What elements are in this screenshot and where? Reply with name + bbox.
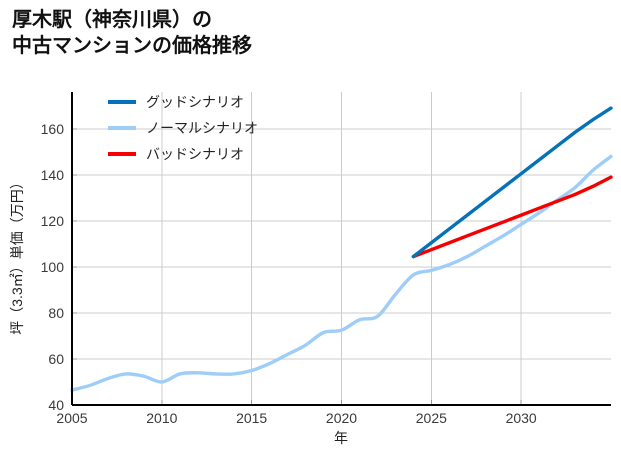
series-line-バッドシナリオ bbox=[411, 175, 613, 259]
y-tick-label: 40 bbox=[48, 397, 64, 413]
data-series-group bbox=[70, 106, 613, 392]
x-gridlines bbox=[161, 92, 522, 405]
series-line-グッドシナリオ bbox=[411, 106, 613, 259]
axis-lines bbox=[70, 92, 611, 407]
x-axis-title: 年 bbox=[334, 430, 348, 446]
y-tick-labels: 40 60 80 100 120 140 160 bbox=[41, 121, 65, 413]
y-tick-label: 140 bbox=[41, 167, 65, 183]
y-axis-title: 坪（3.3㎡）単価（万円） bbox=[9, 175, 25, 334]
x-tick-label: 2015 bbox=[236, 410, 267, 426]
x-tick-labels: 2005 2010 2015 2020 2025 2030 bbox=[56, 410, 537, 426]
legend-label-1: ノーマルシナリオ bbox=[146, 120, 258, 136]
chart-title: 厚木駅（神奈川県）の 中古マンションの価格推移 bbox=[12, 7, 552, 59]
x-tick-label: 2030 bbox=[506, 410, 537, 426]
y-tick-label: 60 bbox=[48, 351, 64, 367]
series-line-ノーマルシナリオ bbox=[70, 154, 613, 392]
y-tick-label: 160 bbox=[41, 121, 65, 137]
y-tick-label: 80 bbox=[48, 305, 64, 321]
chart-title-line-2: 中古マンションの価格推移 bbox=[12, 35, 252, 57]
x-tick-label: 2020 bbox=[326, 410, 357, 426]
chart-title-line-1: 厚木駅（神奈川県）の bbox=[12, 9, 212, 31]
legend-label-2: バッドシナリオ bbox=[146, 146, 244, 162]
y-tick-label: 100 bbox=[41, 259, 65, 275]
y-tick-label: 120 bbox=[41, 213, 65, 229]
x-tick-label: 2010 bbox=[146, 410, 177, 426]
legend-label-0: グッドシナリオ bbox=[146, 94, 244, 110]
x-tick-label: 2005 bbox=[56, 410, 87, 426]
x-tick-label: 2025 bbox=[416, 410, 447, 426]
